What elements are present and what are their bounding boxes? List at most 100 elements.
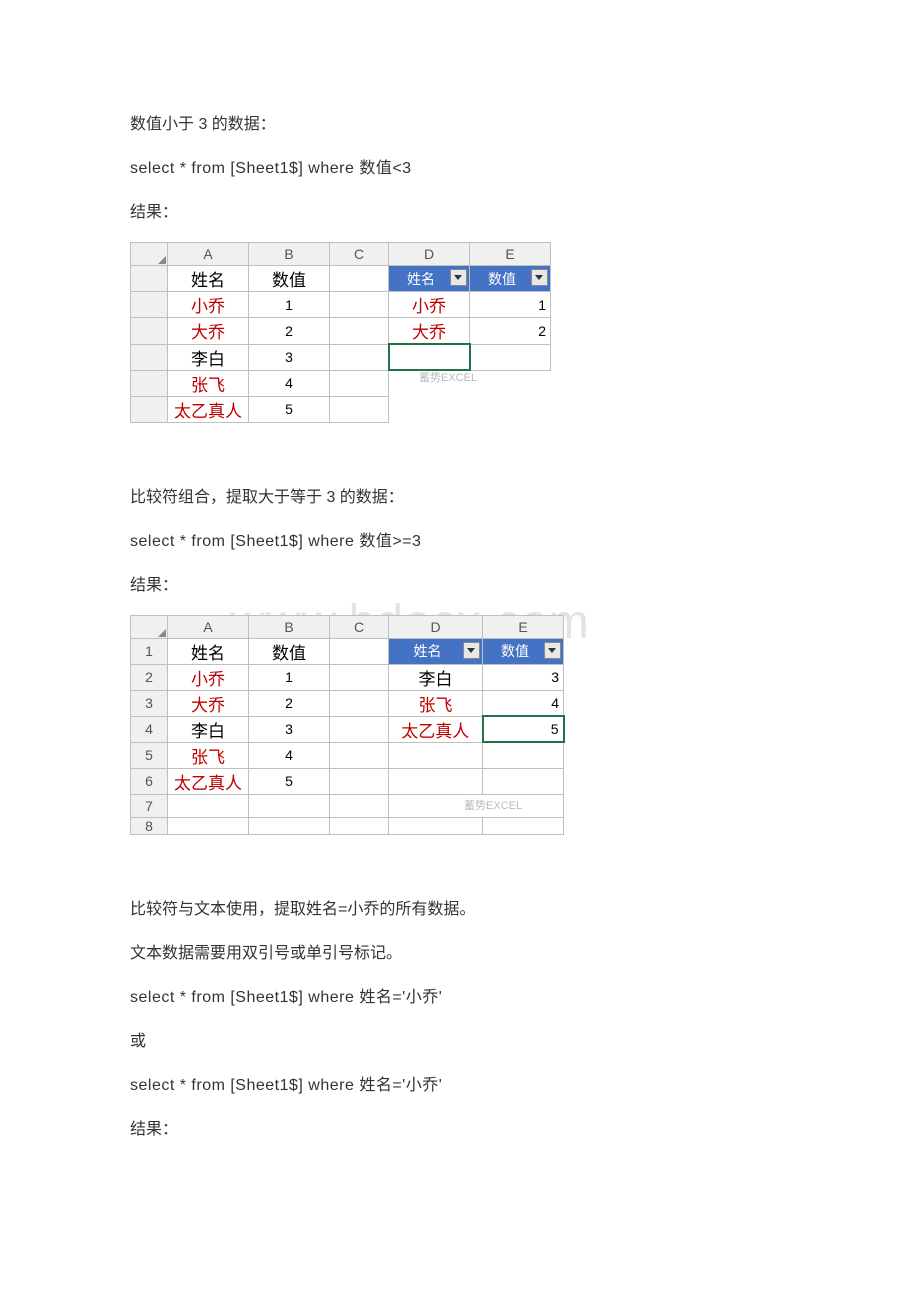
table-cell: 1 bbox=[470, 292, 551, 318]
col-header-D: D bbox=[389, 243, 470, 266]
row-header bbox=[131, 370, 168, 396]
row-header: 4 bbox=[131, 716, 168, 742]
table-cell: 3 bbox=[483, 664, 564, 690]
empty-cell bbox=[330, 292, 389, 318]
section1-title: 数值小于 3 的数据： bbox=[130, 110, 790, 134]
table-corner bbox=[131, 243, 168, 266]
row-header bbox=[131, 318, 168, 345]
col-header-D: D bbox=[389, 615, 483, 638]
empty-cell bbox=[249, 794, 330, 817]
excel-screenshot-2: www.bdocx.com A B C D E 1 姓名 数值 姓名 数值 2 … bbox=[130, 615, 790, 835]
col-header-C: C bbox=[330, 615, 389, 638]
empty-cell bbox=[168, 794, 249, 817]
section3-code2: select * from [Sheet1$] where 姓名='小乔' bbox=[130, 1071, 790, 1095]
col-header-C: C bbox=[330, 243, 389, 266]
selected-cell bbox=[389, 344, 470, 370]
row-header bbox=[131, 344, 168, 370]
empty-cell bbox=[330, 664, 389, 690]
table-cell: 4 bbox=[249, 370, 330, 396]
cell-header-value: 数值 bbox=[249, 638, 330, 664]
section1-result-label: 结果： bbox=[130, 198, 790, 222]
empty-cell bbox=[483, 742, 564, 768]
cell-header-name: 姓名 bbox=[168, 266, 249, 292]
empty-cell bbox=[330, 370, 389, 396]
table-cell: 李白 bbox=[168, 344, 249, 370]
table-cell: 1 bbox=[249, 664, 330, 690]
filter-header-name[interactable]: 姓名 bbox=[389, 638, 483, 664]
filter-header-value[interactable]: 数值 bbox=[470, 266, 551, 292]
cell-header-value: 数值 bbox=[249, 266, 330, 292]
table-cell: 3 bbox=[249, 344, 330, 370]
row-header: 5 bbox=[131, 742, 168, 768]
col-header-A: A bbox=[168, 615, 249, 638]
table-cell: 李白 bbox=[389, 664, 483, 690]
table-cell: 太乙真人 bbox=[389, 716, 483, 742]
row-header: 3 bbox=[131, 690, 168, 716]
table-cell: 2 bbox=[470, 318, 551, 345]
col-header-B: B bbox=[249, 243, 330, 266]
col-header-E: E bbox=[483, 615, 564, 638]
filter-dropdown-icon[interactable] bbox=[463, 642, 480, 659]
table-cell: 李白 bbox=[168, 716, 249, 742]
row-header bbox=[131, 266, 168, 292]
table-cell: 张飞 bbox=[389, 690, 483, 716]
empty-cell bbox=[483, 817, 564, 834]
filter-dropdown-icon[interactable] bbox=[450, 269, 467, 286]
table-cell: 大乔 bbox=[389, 318, 470, 345]
table-cell: 5 bbox=[483, 716, 564, 742]
filter-header-value[interactable]: 数值 bbox=[483, 638, 564, 664]
section3-text1: 比较符与文本使用，提取姓名=小乔的所有数据。 bbox=[130, 895, 790, 919]
col-header-A: A bbox=[168, 243, 249, 266]
filter-dropdown-icon[interactable] bbox=[544, 642, 561, 659]
row-header: 8 bbox=[131, 817, 168, 834]
table-corner bbox=[131, 615, 168, 638]
section3-result-label: 结果： bbox=[130, 1115, 790, 1139]
empty-cell bbox=[330, 817, 389, 834]
empty-cell bbox=[330, 638, 389, 664]
empty-cell bbox=[389, 742, 483, 768]
table-cell: 4 bbox=[249, 742, 330, 768]
row-header bbox=[131, 292, 168, 318]
empty-cell bbox=[483, 768, 564, 794]
empty-cell bbox=[330, 318, 389, 345]
col-header-E: E bbox=[470, 243, 551, 266]
empty-cell bbox=[330, 344, 389, 370]
excel-table-2: A B C D E 1 姓名 数值 姓名 数值 2 小乔 1 李白 3 bbox=[130, 615, 565, 835]
table-cell: 小乔 bbox=[168, 664, 249, 690]
table-cell: 张飞 bbox=[168, 742, 249, 768]
excel-screenshot-1: A B C D E 姓名 数值 姓名 数值 小乔 1 小乔 1 bbox=[130, 242, 790, 423]
empty-cell bbox=[330, 742, 389, 768]
section3-code1: select * from [Sheet1$] where 姓名='小乔' bbox=[130, 983, 790, 1007]
section2-title: 比较符组合，提取大于等于 3 的数据： bbox=[130, 483, 790, 507]
table-cell: 5 bbox=[249, 768, 330, 794]
table-cell: 5 bbox=[249, 396, 330, 422]
table-cell: 大乔 bbox=[168, 318, 249, 345]
empty-cell bbox=[330, 716, 389, 742]
empty-cell bbox=[330, 768, 389, 794]
empty-cell bbox=[330, 396, 389, 422]
section3-or-label: 或 bbox=[130, 1027, 790, 1051]
table-cell: 小乔 bbox=[168, 292, 249, 318]
empty-cell bbox=[330, 794, 389, 817]
row-header bbox=[131, 396, 168, 422]
table-cell: 2 bbox=[249, 690, 330, 716]
table-cell: 大乔 bbox=[168, 690, 249, 716]
filter-dropdown-icon[interactable] bbox=[531, 269, 548, 286]
watermark-label: 蓄势EXCEL bbox=[464, 797, 522, 813]
watermark-label: 蓄势EXCEL bbox=[419, 369, 477, 385]
section2-result-label: 结果： bbox=[130, 571, 790, 595]
section3-text2: 文本数据需要用双引号或单引号标记。 bbox=[130, 939, 790, 963]
row-header: 6 bbox=[131, 768, 168, 794]
filter-header-name[interactable]: 姓名 bbox=[389, 266, 470, 292]
excel-table-1: A B C D E 姓名 数值 姓名 数值 小乔 1 小乔 1 bbox=[130, 242, 551, 423]
empty-cell bbox=[389, 768, 483, 794]
row-header: 7 bbox=[131, 794, 168, 817]
table-cell: 张飞 bbox=[168, 370, 249, 396]
row-header: 1 bbox=[131, 638, 168, 664]
table-cell: 太乙真人 bbox=[168, 396, 249, 422]
table-cell: 4 bbox=[483, 690, 564, 716]
row-header: 2 bbox=[131, 664, 168, 690]
section2-code: select * from [Sheet1$] where 数值>=3 bbox=[130, 527, 790, 551]
table-cell: 太乙真人 bbox=[168, 768, 249, 794]
table-cell: 小乔 bbox=[389, 292, 470, 318]
